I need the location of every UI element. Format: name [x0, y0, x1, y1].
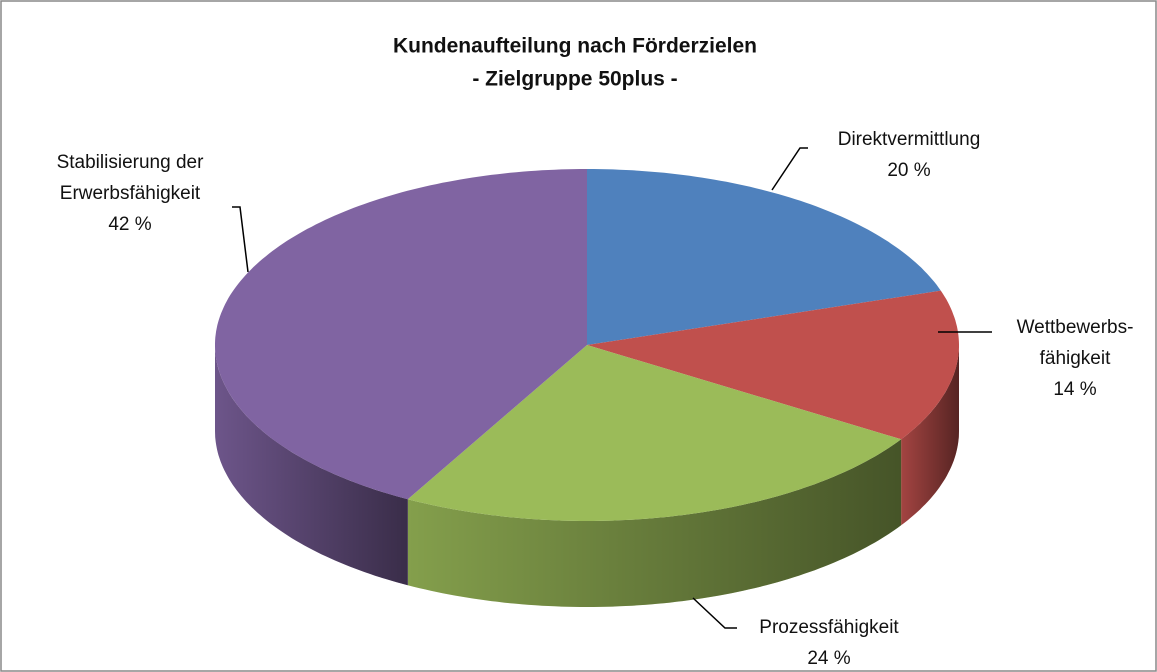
category-label: Wettbewerbs-fähigkeit — [1017, 317, 1134, 369]
pie-sides — [215, 345, 959, 607]
category-label: Stabilisierung der Erwerbsfähigkeit — [57, 152, 204, 204]
category-label: Prozessfähigkeit — [759, 617, 899, 638]
value-label: 24 % — [807, 648, 850, 669]
slice — [587, 169, 941, 345]
value-label: 20 % — [887, 160, 930, 181]
chart-subtitle: - Zielgruppe 50plus - — [472, 68, 677, 91]
leader-line — [232, 206, 249, 273]
chart-title: Kundenaufteilung nach Förderzielen — [393, 35, 757, 58]
leader-line — [771, 147, 808, 191]
labels: Direktvermittlung 20 % Wettbewerbs-fähigke… — [57, 129, 1134, 669]
category-label: Direktvermittlung — [838, 129, 981, 150]
value-label: 14 % — [1053, 379, 1096, 400]
slice — [587, 290, 959, 440]
slice — [215, 169, 587, 500]
slice-side-shade — [407, 439, 902, 607]
slice — [407, 345, 902, 521]
slice-side-shade — [901, 345, 959, 526]
leader-line — [692, 597, 737, 629]
pie-tops — [215, 169, 959, 521]
slice-side-shade — [215, 345, 408, 586]
value-label: 42 % — [108, 214, 151, 235]
